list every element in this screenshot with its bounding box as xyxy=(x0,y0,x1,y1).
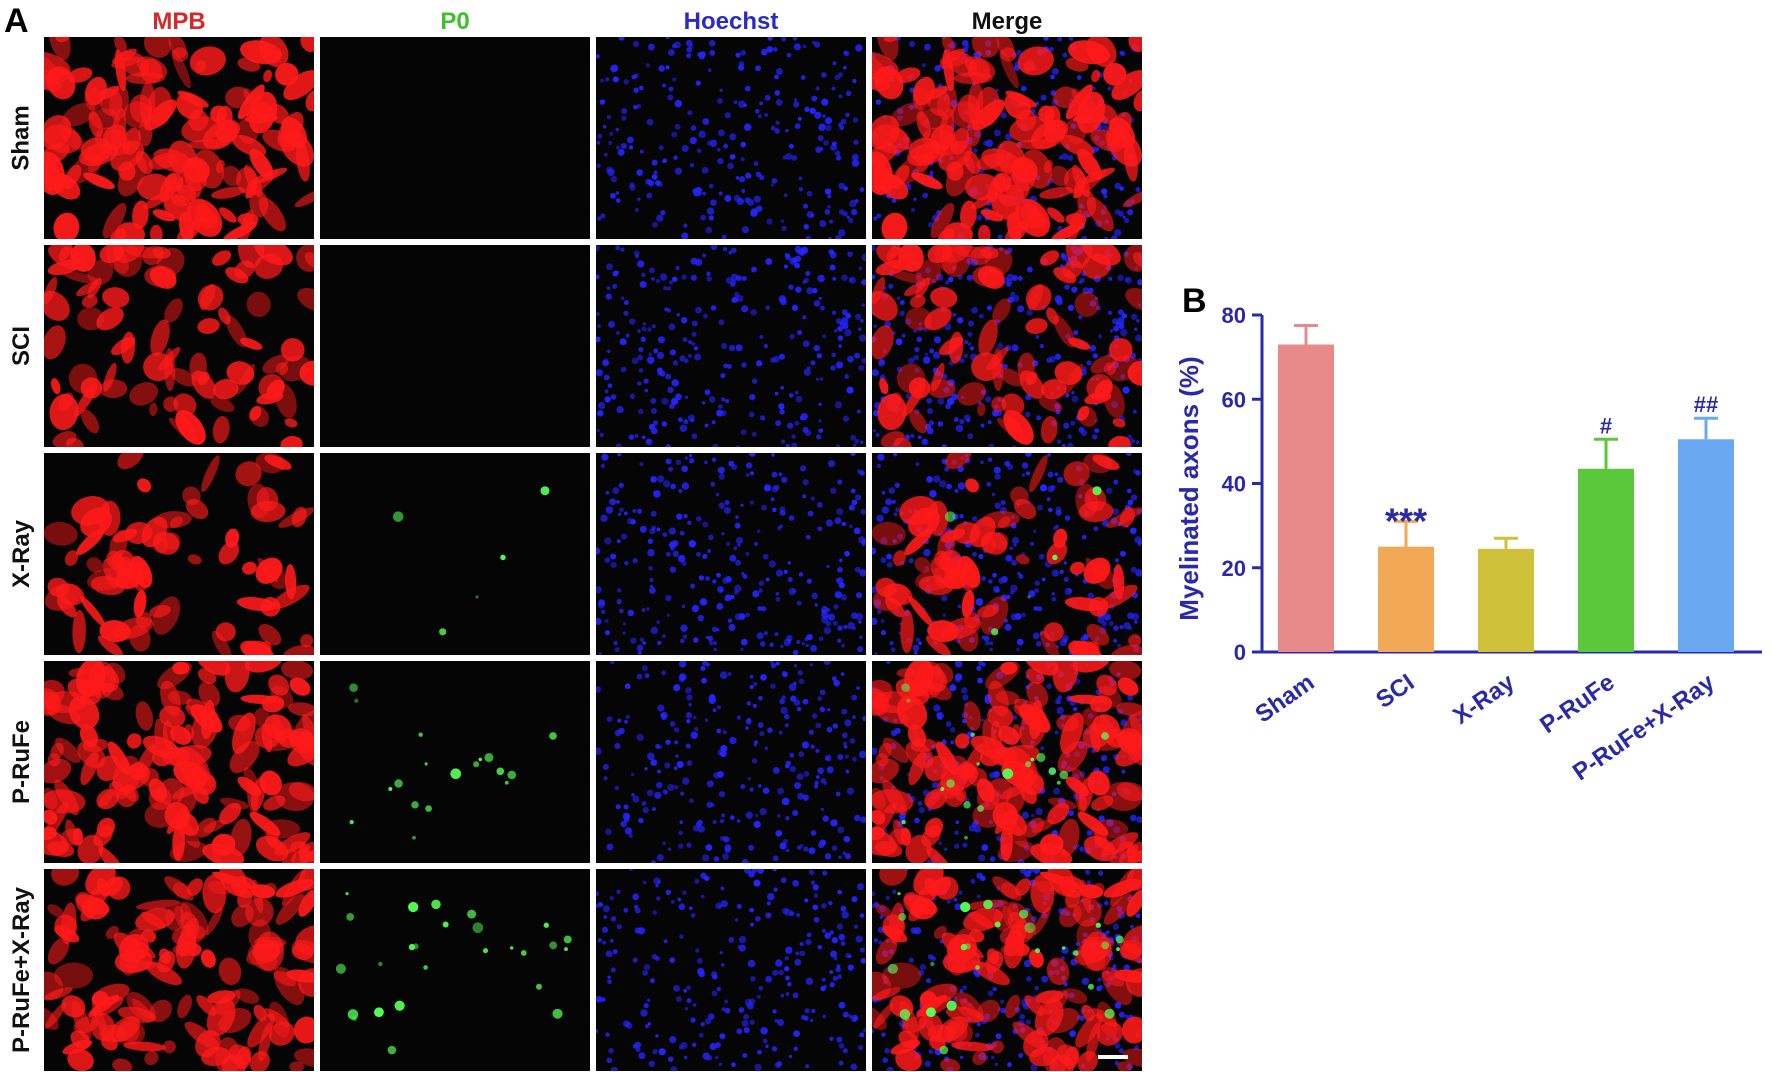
x-tick-label-p-rufe: P-RuFe xyxy=(1535,669,1619,739)
bar-sham xyxy=(1278,344,1334,652)
row-label-p-rufe-x-ray: P-RuFe+X-Ray xyxy=(4,869,40,1071)
micrograph-p0-x-ray xyxy=(320,453,590,655)
micrograph-mpb-sham xyxy=(44,37,314,239)
micrograph-mpb-p-rufe xyxy=(44,661,314,863)
panel-a-letter: A xyxy=(4,2,29,40)
x-tick-label-sci: SCI xyxy=(1371,669,1419,714)
annotation-sci: *** xyxy=(1385,500,1427,541)
micrograph-merge-sci xyxy=(872,245,1142,447)
micrograph-p0-p-rufe xyxy=(320,661,590,863)
bar-p-rufe xyxy=(1578,468,1634,652)
row-label-p-rufe-x-ray-text: P-RuFe+X-Ray xyxy=(8,886,36,1054)
micrograph-mpb-p-rufe-x-ray xyxy=(44,869,314,1071)
x-tick-label-sham: Sham xyxy=(1250,669,1319,729)
annotation-p-rufe: # xyxy=(1600,413,1612,438)
micrograph-merge-sham xyxy=(872,37,1142,239)
bar-x-ray xyxy=(1478,548,1534,652)
bar-chart-svg: 0 20 40 60 80 Myelinated axons (%) Sham *** SCI X… xyxy=(1174,303,1762,786)
micrograph-mpb-x-ray xyxy=(44,453,314,655)
micrograph-hoechst-sci xyxy=(596,245,866,447)
micrograph-hoechst-p-rufe-x-ray xyxy=(596,869,866,1071)
y-axis-label: Myelinated axons (%) xyxy=(1174,356,1204,620)
y-tick-label-60: 60 xyxy=(1222,387,1246,412)
column-header-merge: Merge xyxy=(971,8,1043,35)
micrograph-merge-p-rufe xyxy=(872,661,1142,863)
row-label-sham: Sham xyxy=(4,37,40,239)
row-label-sham-text: Sham xyxy=(8,105,36,171)
scale-bar xyxy=(1098,1055,1128,1059)
micrograph-grid xyxy=(44,37,1142,1072)
y-tick-label-0: 0 xyxy=(1234,640,1246,665)
column-header-mpb: MPB xyxy=(152,8,206,35)
row-label-p-rufe-text: P-RuFe xyxy=(8,720,35,804)
bar-chart: 0 20 40 60 80 Myelinated axons (%) Sham *** SCI X… xyxy=(1150,270,1770,1030)
micrograph-p0-p-rufe-x-ray xyxy=(320,869,590,1071)
micrograph-p0-sci xyxy=(320,245,590,447)
micrograph-p0-sham xyxy=(320,37,590,239)
row-label-sci-text: SCI xyxy=(8,325,36,367)
y-tick-label-20: 20 xyxy=(1222,556,1246,581)
panel-b-letter: B xyxy=(1182,282,1207,320)
x-tick-label-x-ray: X-Ray xyxy=(1448,668,1520,730)
y-tick-label-40: 40 xyxy=(1222,472,1246,497)
row-label-sci: SCI xyxy=(4,245,40,447)
row-label-x-ray: X-Ray xyxy=(4,453,40,655)
micrograph-merge-x-ray xyxy=(872,453,1142,655)
row-label-x-ray-text: X-Ray xyxy=(8,519,35,589)
bar-sci xyxy=(1378,546,1434,652)
micrograph-hoechst-x-ray xyxy=(596,453,866,655)
micrograph-hoechst-p-rufe xyxy=(596,661,866,863)
micrograph-hoechst-sham xyxy=(596,37,866,239)
micrograph-merge-p-rufe-x-ray xyxy=(872,869,1142,1071)
bar-p-rufe-x-ray xyxy=(1678,439,1734,652)
annotation-p-rufe-x-ray: ## xyxy=(1694,392,1718,417)
y-tick-label-80: 80 xyxy=(1222,303,1246,328)
row-label-p-rufe: P-RuFe xyxy=(4,661,40,863)
column-header-p0: P0 xyxy=(440,8,470,35)
micrograph-mpb-sci xyxy=(44,245,314,447)
column-header-hoechst: Hoechst xyxy=(683,8,779,35)
